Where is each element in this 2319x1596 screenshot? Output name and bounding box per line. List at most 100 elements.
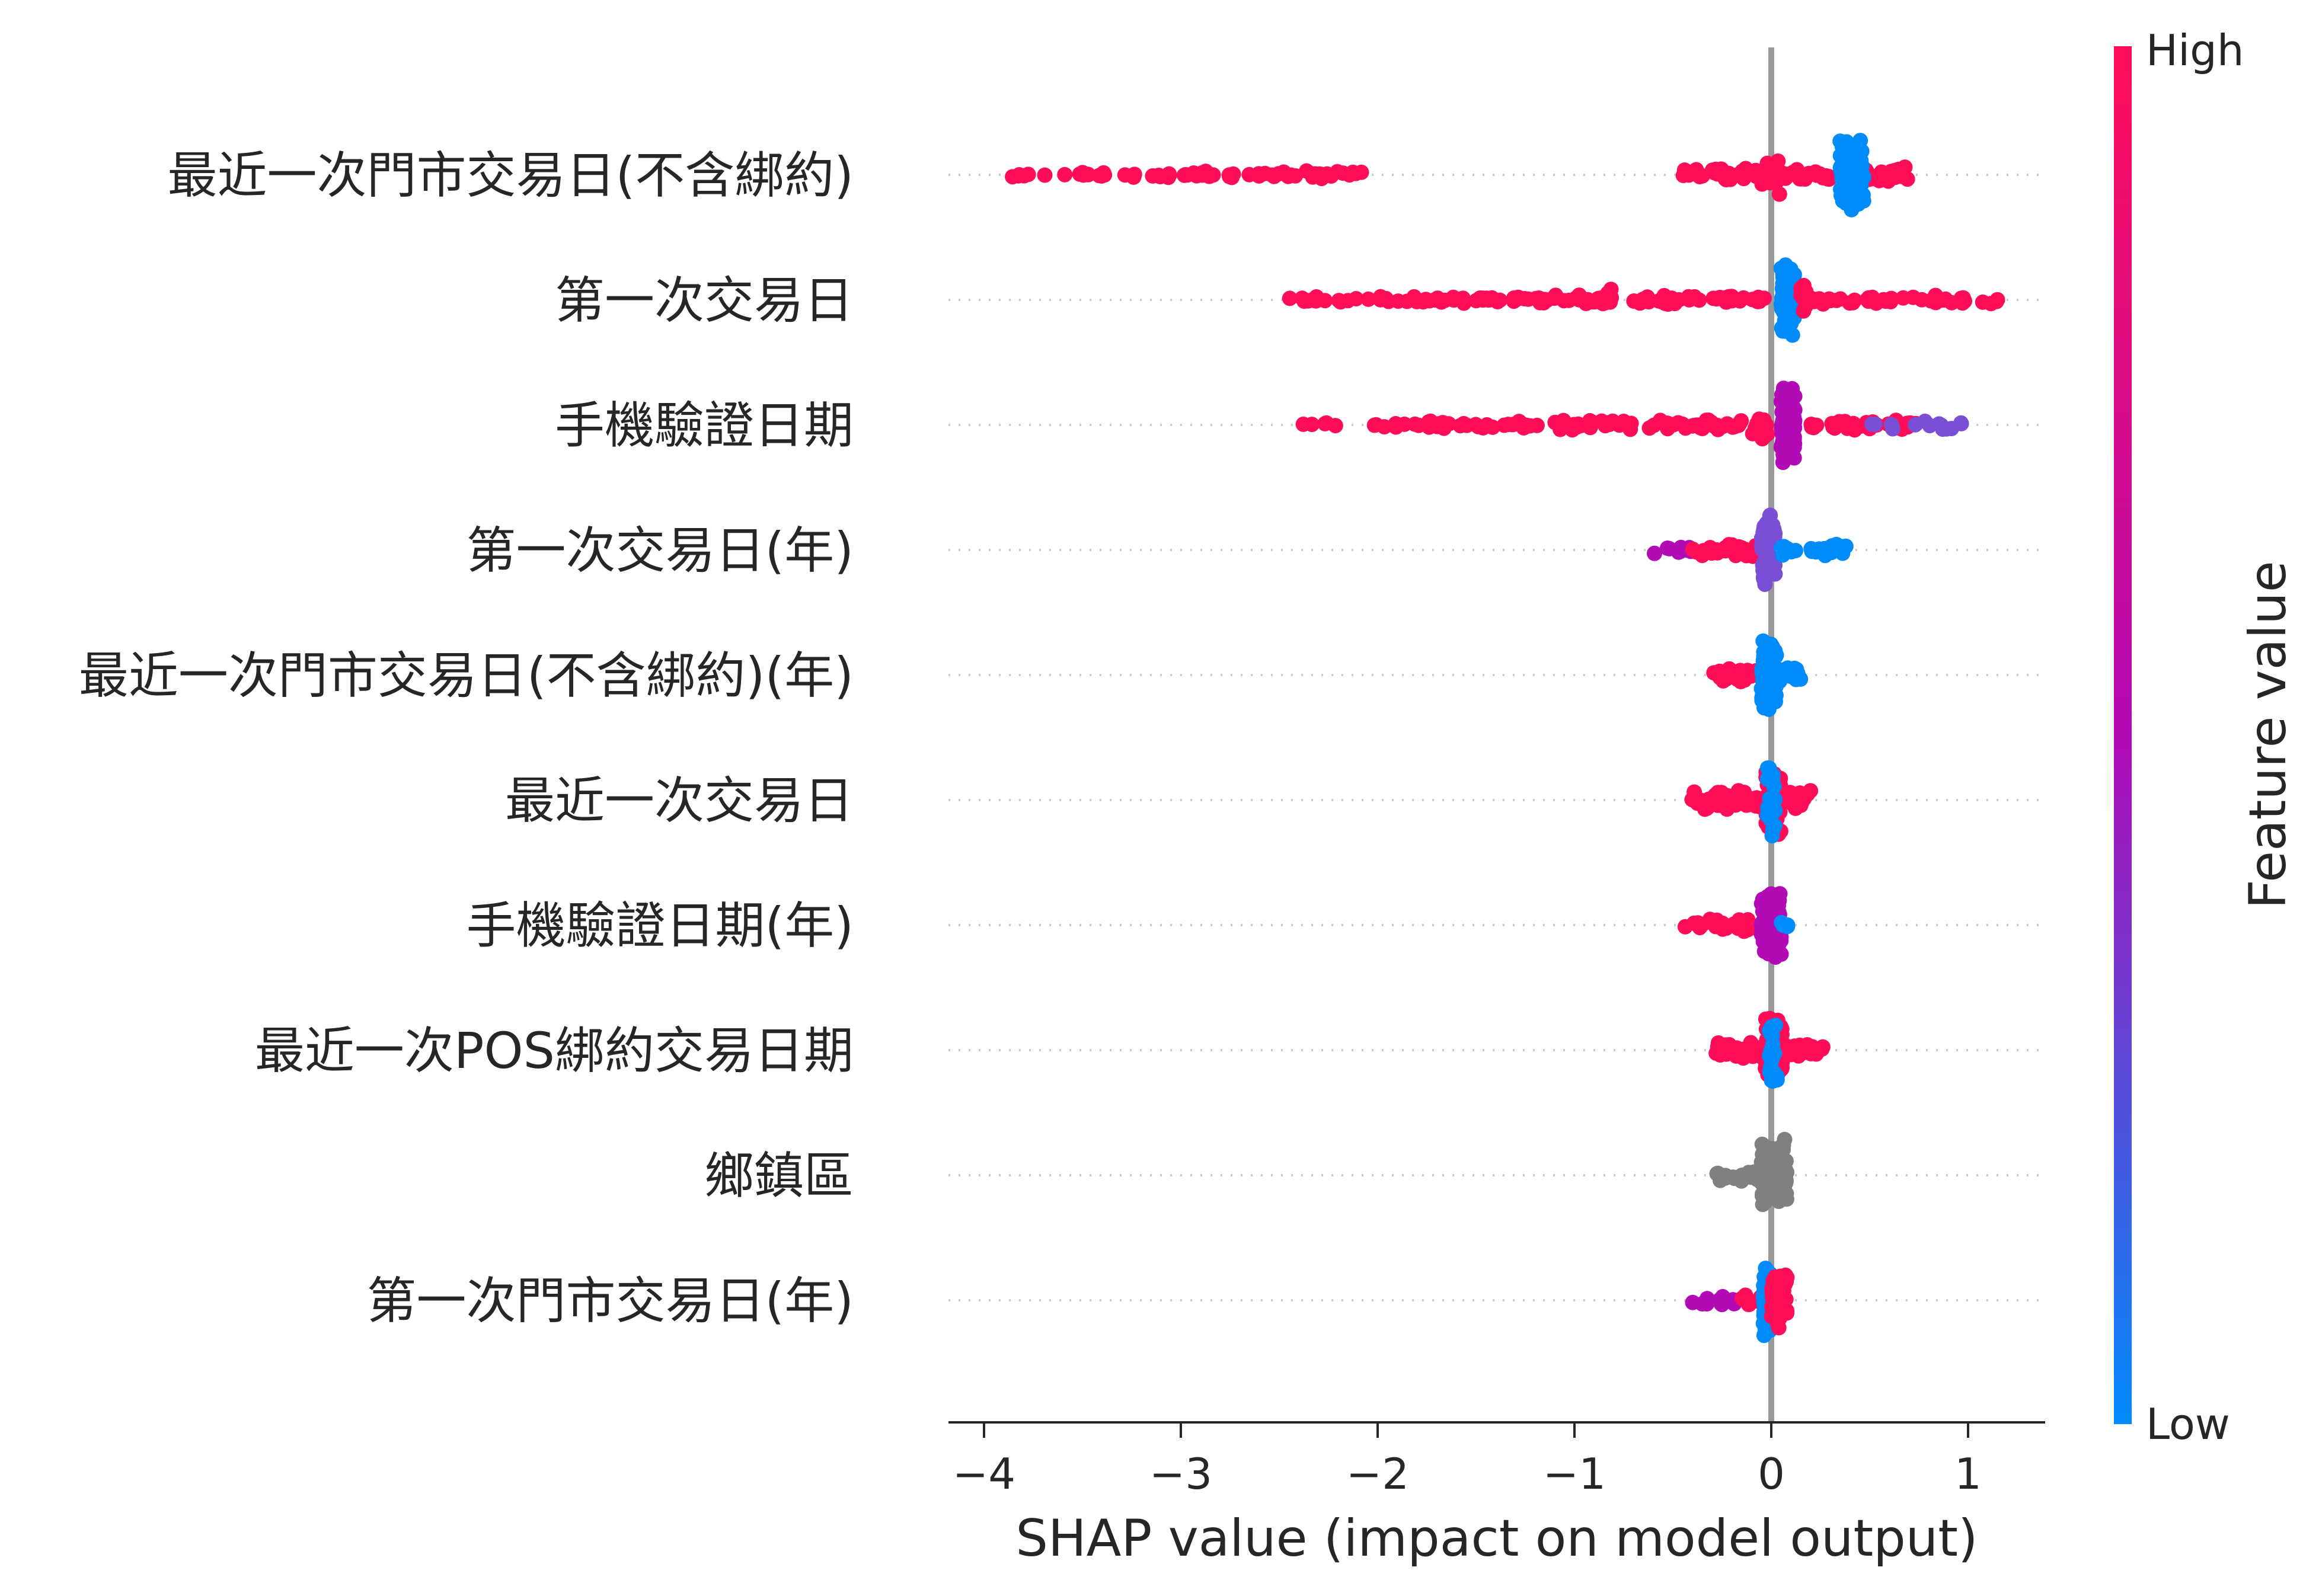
shap-point — [1761, 760, 1777, 776]
shap-point — [1755, 633, 1771, 649]
shap-point — [1010, 168, 1026, 184]
shap-point — [1282, 290, 1298, 306]
feature-label: 最近一次POS綁約交易日期 — [255, 1022, 854, 1080]
shap-point — [1251, 168, 1267, 184]
shap-point — [1780, 271, 1796, 287]
shap-point — [1732, 293, 1748, 309]
shap-point — [1721, 537, 1737, 552]
shap-point — [1803, 783, 1819, 799]
shap-point — [1777, 397, 1793, 413]
shap-point — [1771, 186, 1787, 202]
shap-point — [1784, 410, 1800, 426]
shap-point — [1825, 539, 1841, 555]
shap-point — [1557, 417, 1573, 433]
shap-point — [1161, 167, 1177, 183]
feature-label: 最近一次門市交易日(不含綁約)(年) — [79, 647, 854, 705]
x-axis-title: SHAP value (impact on model output) — [1015, 1509, 1978, 1568]
shap-point — [1341, 167, 1357, 183]
feature-label: 最近一次交易日 — [505, 772, 854, 830]
shap-point — [1676, 162, 1692, 178]
feature-label: 第一次交易日(年) — [466, 522, 854, 580]
shap-point — [1721, 165, 1737, 181]
colorbar-high-label: High — [2146, 25, 2244, 75]
shap-point — [1852, 133, 1868, 149]
shap-point — [1705, 290, 1721, 306]
x-tick-label: 0 — [1758, 1449, 1785, 1499]
shap-point — [1714, 1297, 1730, 1313]
shap-point — [1509, 291, 1525, 307]
shap-point — [1813, 167, 1829, 183]
shap-point — [1445, 289, 1461, 305]
shap-point — [1772, 1188, 1788, 1204]
shap-point — [1854, 186, 1870, 202]
shap-point — [1780, 667, 1796, 683]
shap-point — [1835, 143, 1851, 159]
shap-point — [1372, 289, 1388, 305]
feature-label: 手機驗證日期(年) — [466, 897, 854, 955]
feature-label: 手機驗證日期 — [555, 396, 854, 455]
shap-point — [1590, 290, 1606, 306]
colorbar-low-label: Low — [2146, 1399, 2230, 1449]
shap-point — [1421, 414, 1437, 430]
shap-point — [1953, 415, 1969, 431]
shap-point — [1740, 1297, 1756, 1312]
shap-point — [1847, 146, 1863, 162]
shap-point — [1716, 666, 1732, 682]
shap-point — [1767, 791, 1783, 807]
shap-point — [1853, 169, 1869, 185]
shap-point — [1472, 290, 1488, 306]
shap-point — [1764, 1053, 1780, 1068]
shap-point — [1353, 164, 1369, 180]
shap-point — [1763, 1026, 1779, 1042]
shap-point — [1845, 295, 1861, 311]
shap-point — [1194, 167, 1210, 183]
shap-point — [1075, 165, 1091, 181]
shap-point — [1312, 166, 1328, 182]
colorbar — [2114, 46, 2132, 1424]
shap-point — [1295, 416, 1311, 432]
shap-point — [1468, 417, 1484, 433]
shap-point — [1777, 424, 1793, 440]
shap-point — [1685, 541, 1701, 557]
shap-point — [1758, 1188, 1774, 1204]
shap-point — [1761, 701, 1777, 717]
shap-point — [1331, 293, 1347, 309]
shap-point — [1703, 414, 1719, 430]
shap-point — [1694, 1296, 1710, 1312]
shap-point — [1769, 1069, 1785, 1085]
shap-point — [1774, 320, 1790, 336]
shap-point — [1756, 689, 1772, 704]
shap-point — [1838, 538, 1854, 554]
shap-point — [1677, 919, 1693, 935]
shap-point — [1767, 1143, 1783, 1159]
shap-point — [1656, 287, 1672, 303]
shap-point — [1828, 292, 1844, 308]
shap-point — [1783, 544, 1799, 559]
shap-point — [1330, 164, 1345, 180]
shap-point — [1793, 287, 1809, 303]
shap-point — [1989, 293, 2004, 309]
shap-point — [1789, 162, 1805, 178]
shap-point — [1751, 289, 1767, 305]
shap-point — [1777, 301, 1793, 317]
shap-point — [1770, 153, 1786, 169]
shap-point — [1756, 428, 1772, 444]
shap-point — [1717, 1170, 1733, 1186]
shap-point — [1834, 171, 1850, 187]
shap-point — [1304, 292, 1320, 308]
shap-point — [1707, 165, 1723, 181]
shap-point — [1825, 416, 1841, 431]
data-points — [1005, 133, 2005, 1344]
shap-point — [1884, 421, 1900, 437]
shap-point — [1777, 1176, 1793, 1192]
shap-point — [1806, 420, 1822, 436]
shap-point — [1729, 1040, 1745, 1056]
shap-point — [1037, 167, 1053, 183]
shap-point — [1736, 785, 1752, 800]
shap-point — [1753, 168, 1769, 184]
shap-point — [1765, 821, 1781, 837]
shap-point — [1681, 289, 1697, 305]
shap-point — [1908, 417, 1923, 433]
shap-point — [1760, 524, 1776, 540]
shap-point — [1778, 1153, 1794, 1169]
